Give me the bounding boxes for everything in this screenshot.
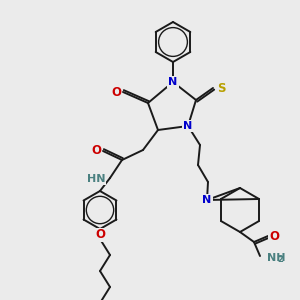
Text: O: O: [91, 145, 101, 158]
Text: N: N: [202, 195, 211, 205]
Text: O: O: [111, 85, 121, 98]
Text: S: S: [217, 82, 225, 94]
Text: 2: 2: [277, 256, 283, 265]
Text: N: N: [183, 121, 193, 131]
Text: NH: NH: [267, 253, 286, 263]
Text: N: N: [168, 77, 178, 87]
Text: O: O: [95, 229, 105, 242]
Text: O: O: [269, 230, 279, 242]
Text: HN: HN: [86, 174, 105, 184]
